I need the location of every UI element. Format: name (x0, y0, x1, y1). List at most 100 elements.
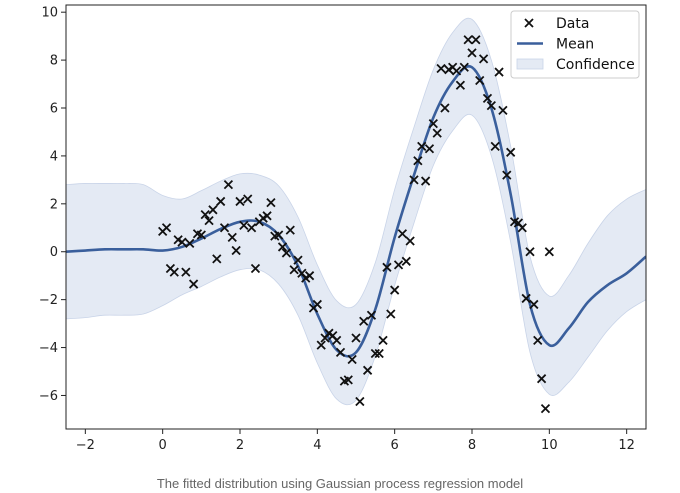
data-point (544, 247, 554, 257)
data-point (436, 63, 446, 74)
y-tick-label: −4 (39, 341, 58, 356)
data-point (409, 175, 419, 185)
figure-caption: The fitted distribution using Gaussian p… (156, 476, 524, 491)
data-point (219, 223, 230, 233)
data-point (374, 348, 384, 359)
x-axis: −2 0 2 4 6 8 10 12 (76, 429, 635, 453)
y-axis: −6 −4 −2 0 2 4 6 8 10 (39, 6, 66, 404)
data-point (289, 265, 299, 275)
data-point (223, 180, 234, 190)
data-point (455, 80, 466, 90)
data-point (216, 196, 226, 207)
x-tick-label: 12 (618, 438, 635, 453)
data-point (424, 144, 435, 154)
x-tick-label: 8 (468, 438, 476, 453)
data-point (359, 316, 369, 326)
x-tick-label: 2 (236, 438, 244, 453)
data-point (390, 285, 400, 295)
data-point (177, 237, 187, 247)
data-point (525, 247, 535, 257)
data-point (312, 299, 322, 310)
data-point (506, 147, 516, 157)
y-tick-label: −6 (39, 389, 58, 404)
data-point (169, 267, 179, 277)
legend-confidence-patch (516, 58, 544, 70)
data-point (246, 223, 257, 233)
data-point (196, 230, 206, 240)
plot-frame (65, 4, 647, 430)
data-point (351, 333, 361, 343)
data-point (355, 396, 365, 407)
data-point (502, 170, 512, 180)
data-point (420, 176, 431, 186)
legend: Data Mean Confidence (510, 10, 640, 79)
data-point (417, 141, 427, 151)
data-point (494, 67, 504, 77)
y-tick-label: 2 (50, 197, 58, 212)
data-point (239, 220, 249, 231)
data-point (378, 335, 388, 346)
data-point (212, 254, 222, 264)
plot-area (66, 17, 646, 414)
data-point (335, 347, 346, 357)
x-tick-label: 0 (159, 438, 167, 453)
data-point (161, 223, 172, 233)
data-point (521, 293, 531, 304)
data-point (266, 197, 276, 208)
data-point (188, 279, 199, 289)
data-point (475, 75, 485, 86)
data-point (486, 100, 496, 111)
data-point (332, 335, 342, 346)
y-tick-label: −2 (39, 293, 58, 308)
data-point (285, 225, 295, 235)
plot-layer (66, 17, 646, 414)
data-point (467, 48, 477, 58)
data-point (185, 238, 195, 248)
data-point (471, 35, 481, 45)
data-point (347, 354, 357, 365)
data-point (262, 211, 272, 221)
legend-data-marker (524, 18, 534, 28)
data-point (204, 215, 214, 226)
data-point (540, 404, 551, 414)
data-point (281, 248, 292, 258)
y-tick-label: 0 (50, 245, 58, 260)
mean-line (66, 64, 646, 358)
data-point (432, 128, 442, 138)
data-point (274, 230, 284, 240)
data-point (208, 205, 218, 215)
data-point (304, 271, 315, 281)
data-point (401, 256, 411, 266)
data-point (200, 209, 210, 220)
data-point (517, 223, 527, 233)
data-point (428, 118, 438, 129)
data-point (463, 35, 473, 45)
legend-label: Mean (556, 37, 594, 53)
legend-label: Confidence (556, 57, 635, 73)
data-point (343, 375, 353, 385)
data-point (405, 236, 415, 246)
data-point (451, 66, 462, 76)
data-point (393, 260, 404, 270)
data-point (366, 310, 377, 320)
data-point (277, 242, 288, 252)
data-point (498, 105, 508, 116)
data-point (316, 340, 326, 350)
confidence-band (66, 17, 646, 406)
data-point (231, 245, 241, 256)
data-point (227, 232, 237, 242)
data-point (533, 335, 543, 346)
y-tick-label: 4 (50, 149, 58, 164)
data-point (397, 229, 408, 239)
x-tick-label: 10 (541, 438, 558, 453)
data-point (243, 194, 253, 204)
data-point (482, 93, 493, 104)
data-point (490, 141, 500, 151)
data-point (413, 156, 423, 166)
data-point (459, 62, 469, 72)
data-point (386, 309, 396, 319)
x-tick-label: 4 (313, 438, 321, 453)
x-tick-label: 6 (391, 438, 399, 453)
legend-label: Data (556, 16, 589, 32)
